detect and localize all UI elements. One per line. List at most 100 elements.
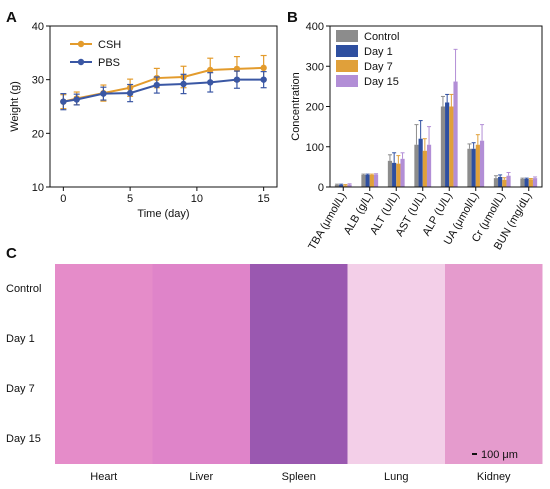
- bar-day-15: [426, 144, 432, 187]
- bar-day-15: [400, 158, 405, 187]
- data-point: [207, 66, 214, 74]
- bar-control: [361, 174, 366, 187]
- tissue-image: [347, 314, 445, 364]
- legend-marker: [77, 58, 85, 66]
- y-tick-label: 400: [306, 21, 324, 33]
- plot-frame: [329, 25, 543, 188]
- bar-day-15: [479, 140, 485, 187]
- y-tick-label: 10: [32, 182, 44, 194]
- legend-swatch: [336, 30, 358, 42]
- legend-label: CSH: [98, 39, 121, 51]
- legend-swatch: [336, 60, 358, 72]
- tissue-image: [55, 264, 153, 314]
- bar-day-15: [506, 175, 511, 187]
- data-point: [260, 76, 267, 83]
- bar-day-1: [445, 102, 450, 187]
- bar-day-7: [502, 179, 507, 187]
- tissue-image: [445, 364, 543, 414]
- y-tick-label: 100: [306, 142, 324, 154]
- tissue-image: [445, 314, 543, 364]
- series-pbs: [60, 70, 267, 111]
- x-axis-label: Time (day): [137, 208, 189, 220]
- bar-control: [414, 144, 419, 187]
- weight-line-chart: 0 5 10 15 10 20 30 40 Time (day) Weight (g) CSH…: [9, 21, 278, 220]
- bar-day-7: [422, 150, 427, 187]
- tissue-image: [55, 414, 153, 464]
- bar-day-7: [369, 174, 374, 187]
- tissue-image: [250, 314, 348, 364]
- row-label: Control: [6, 283, 41, 295]
- y-tick-label: 30: [32, 75, 44, 87]
- x-tick-label: 0: [60, 193, 66, 205]
- bar-control: [493, 178, 499, 187]
- tissue-image: [445, 414, 543, 464]
- tissue-image: [152, 264, 250, 314]
- legend-swatch: [336, 45, 358, 57]
- tissue-image: [445, 264, 543, 314]
- series-line: [63, 78, 264, 103]
- y-axis-label: Concentration: [290, 72, 302, 141]
- y-tick-label: 40: [32, 21, 44, 33]
- y-tick-label: 20: [32, 128, 44, 140]
- tissue-image: [152, 314, 250, 364]
- bar-control: [440, 106, 446, 187]
- bar-control: [334, 184, 340, 187]
- column-label: Heart: [90, 471, 117, 483]
- bar-day-1: [418, 138, 423, 187]
- legend-label: Day 15: [364, 76, 399, 88]
- bar-control: [387, 160, 393, 187]
- bar-day-1: [498, 176, 503, 187]
- panel-a-letter: A: [6, 9, 17, 26]
- tissue-image: [250, 264, 348, 314]
- legend-label: Day 1: [364, 46, 393, 58]
- scale-bar-label: 100 μm: [481, 449, 518, 461]
- x-tick-label: 15: [258, 193, 270, 205]
- tissue-image: [55, 314, 153, 364]
- data-point: [180, 80, 187, 88]
- legend-marker: [77, 40, 85, 48]
- column-label: Kidney: [477, 471, 511, 483]
- data-point: [233, 76, 241, 83]
- y-tick-label: 0: [318, 182, 324, 194]
- bar-control: [467, 148, 472, 187]
- data-point: [153, 81, 161, 89]
- panel-c-letter: C: [6, 245, 17, 262]
- bar-day-7: [396, 163, 401, 187]
- data-point: [100, 90, 107, 97]
- data-point: [73, 96, 80, 103]
- tissue-image: [347, 264, 445, 314]
- bar-day-1: [339, 184, 344, 187]
- x-tick-label: 5: [127, 193, 133, 205]
- bar-day-15: [347, 184, 352, 187]
- y-tick-label: 200: [306, 102, 324, 114]
- tissue-image: [347, 414, 445, 464]
- bar-day-1: [365, 174, 370, 187]
- data-point: [260, 64, 267, 72]
- legend-label: Day 7: [364, 61, 393, 73]
- tissue-image: [347, 364, 445, 414]
- y-tick-label: 300: [306, 61, 324, 73]
- bar-day-1: [392, 162, 397, 187]
- panel-b-letter: B: [287, 9, 298, 26]
- data-point: [126, 89, 134, 97]
- row-label: Day 1: [6, 333, 35, 345]
- bar-day-15: [532, 178, 538, 187]
- legend-label: PBS: [98, 57, 120, 69]
- bar-day-7: [449, 106, 454, 187]
- legend: Control Day 1 Day 7 Day 15: [336, 30, 399, 88]
- tissue-image: [250, 364, 348, 414]
- plot-frame: [49, 25, 278, 188]
- histology-grid: Heart Liver Spleen Lung Kidney Control Day 1 Da…: [6, 264, 543, 483]
- column-label: Liver: [189, 471, 213, 483]
- bar-day-1: [471, 148, 476, 187]
- column-label: Spleen: [282, 471, 316, 483]
- bar-day-15: [373, 174, 379, 187]
- bar-control: [520, 178, 525, 187]
- tissue-image: [55, 364, 153, 414]
- x-tick-label: TBA (μmol/L): [306, 191, 349, 253]
- tissue-image: [152, 364, 250, 414]
- y-axis-label: Weight (g): [9, 81, 21, 132]
- x-tick-label: 10: [191, 193, 203, 205]
